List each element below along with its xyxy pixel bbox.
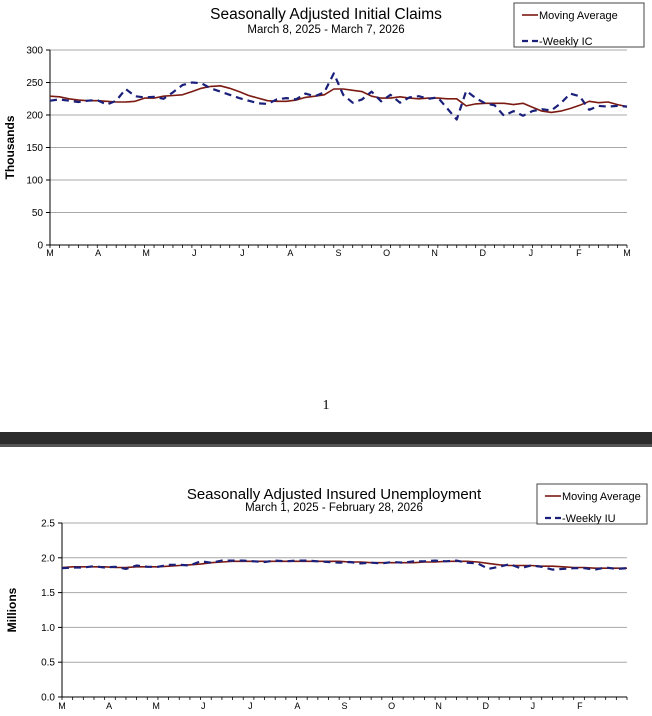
- page-divider-edge: [0, 444, 652, 447]
- x-tick-label: M: [142, 248, 150, 258]
- y-tick-label: 1.0: [41, 623, 55, 634]
- x-tick-label: F: [576, 248, 582, 258]
- insured-unemployment-chart: 0.0 0.5 1.0 1.5 2.0 2.5 M A M J J A S O N D J F Millions Se…: [5, 483, 648, 711]
- x-tick-label: J: [192, 248, 197, 258]
- moving-average-line: [61, 560, 627, 569]
- y-axis-label: Thousands: [3, 115, 17, 179]
- x-tick-label: J: [531, 701, 536, 711]
- legend-box: [513, 2, 645, 48]
- initial-claims-chart: 0 50 100 150 200 250 300 M A M J J A S O N D J F M Thousands…: [3, 2, 645, 258]
- y-tick-label: 1.5: [41, 588, 55, 599]
- x-tick-label: S: [335, 248, 341, 258]
- weekly-series-line: [49, 72, 628, 121]
- y-tick-label: 0.5: [41, 658, 55, 669]
- x-tick-label: J: [201, 701, 206, 711]
- y-tick-label: 50: [32, 208, 44, 219]
- x-tick-label: N: [435, 701, 442, 711]
- x-tick-label: A: [95, 248, 101, 258]
- y-tick-label: 150: [26, 143, 43, 154]
- page-number: 1: [322, 398, 330, 413]
- x-tick-label: J: [240, 248, 245, 258]
- legend-label: -Weekly IC: [539, 36, 593, 48]
- y-axis-label: Millions: [5, 587, 19, 632]
- y-tick-label: 300: [26, 46, 43, 57]
- x-tick-label: A: [106, 701, 112, 711]
- y-tick-label: 2.0: [41, 553, 55, 564]
- x-tick-label: A: [287, 248, 293, 258]
- y-tick-label: 200: [26, 111, 43, 122]
- page-1: 0 50 100 150 200 250 300 M A M J J A S O N D J F M Thousands…: [3, 2, 645, 413]
- chart-title: Seasonally Adjusted Initial Claims: [210, 6, 442, 23]
- page-divider: [0, 432, 652, 444]
- x-tick-label: J: [248, 701, 253, 711]
- legend-label: Moving Average: [539, 10, 618, 22]
- legend-label: -Weekly IU: [562, 513, 616, 525]
- chart-title: Seasonally Adjusted Insured Unemployment: [187, 486, 482, 503]
- y-tick-label: 2.5: [41, 519, 55, 530]
- y-tick-label: 100: [26, 176, 43, 187]
- x-tick-label: J: [529, 248, 534, 258]
- x-tick-label: S: [341, 701, 347, 711]
- x-tick-label: O: [388, 701, 395, 711]
- x-tick-label: O: [383, 248, 390, 258]
- moving-average-line: [49, 85, 628, 114]
- x-tick-label: M: [46, 248, 54, 258]
- x-tick-label: D: [483, 701, 490, 711]
- legend-label: Moving Average: [562, 491, 641, 503]
- chart-subtitle: March 8, 2025 - March 7, 2026: [247, 24, 404, 36]
- x-tick-label: A: [294, 701, 300, 711]
- x-tick-label: M: [623, 248, 631, 258]
- x-tick-label: D: [480, 248, 487, 258]
- chart-subtitle: March 1, 2025 - February 28, 2026: [245, 502, 423, 514]
- x-tick-label: N: [431, 248, 438, 258]
- x-tick-label: M: [152, 701, 160, 711]
- x-tick-label: M: [58, 701, 66, 711]
- y-tick-label: 250: [26, 78, 43, 89]
- page-2: 0.0 0.5 1.0 1.5 2.0 2.5 M A M J J A S O N D J F Millions Se…: [0, 447, 652, 716]
- x-tick-label: F: [577, 701, 583, 711]
- y-tick-label: 0: [37, 241, 43, 252]
- y-tick-label: 0.0: [41, 693, 55, 704]
